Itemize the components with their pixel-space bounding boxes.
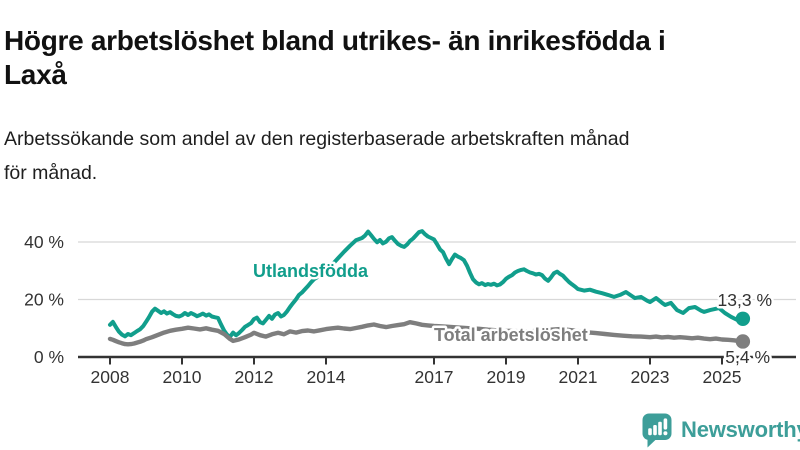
chart-subtitle: Arbetssökande som andel av den registerb… — [4, 122, 784, 190]
line-total-arbetsloshet — [107, 319, 746, 347]
page-title: Högre arbetslöshet bland utrikes- än inr… — [4, 24, 784, 92]
data-series-lines — [107, 229, 746, 347]
x-axis-tick-labels: 2008 2010 2012 2014 2017 2019 2021 2023 2025 — [91, 367, 742, 387]
page-title-line-1: Högre arbetslöshet bland utrikes- än inr… — [4, 24, 666, 56]
end-dot-total-arbetsloshet — [735, 334, 751, 349]
x-tick-label-2019: 2019 — [487, 367, 526, 387]
x-tick-label-2010: 2010 — [163, 367, 202, 387]
x-tick-label-2021: 2021 — [559, 367, 598, 387]
x-tick-label-2023: 2023 — [631, 367, 670, 387]
bar-small — [648, 427, 652, 435]
end-dot-utlandsfodda — [735, 311, 751, 326]
y-tick-label-40: 40 % — [24, 232, 64, 252]
end-value-label-total: 5,4 % — [725, 347, 770, 367]
line-utlandsfodda — [108, 229, 745, 339]
newsworthy-logo-text: Newsworthy — [681, 417, 800, 442]
y-tick-label-20: 20 % — [24, 290, 64, 310]
exclamation-bar — [663, 417, 668, 430]
end-value-label-utlandsfodda: 13,3 % — [718, 290, 772, 310]
x-tick-label-2017: 2017 — [415, 367, 454, 387]
exclamation-dot — [663, 430, 668, 435]
y-axis-labels: 0 % 20 % 40 % — [24, 232, 64, 367]
y-tick-label-0: 0 % — [34, 347, 64, 367]
bar-medium — [653, 424, 657, 435]
x-axis — [78, 355, 796, 365]
x-tick-label-2025: 2025 — [703, 367, 742, 387]
x-tick-label-2014: 2014 — [307, 367, 346, 387]
newsworthy-logo-icon — [642, 413, 672, 447]
x-tick-label-2012: 2012 — [235, 367, 274, 387]
x-tick-label-2008: 2008 — [91, 367, 130, 387]
unemployment-line-chart: 0 % 20 % 40 % 2008 2010 2012 2014 2017 2019 2021… — [24, 229, 796, 387]
gridlines — [78, 241, 796, 301]
newsworthy-brand: Newsworthy — [640, 410, 800, 450]
page-title-line-2: Laxå — [4, 58, 67, 90]
series-end-dots — [735, 311, 751, 349]
speech-bubble-tail — [647, 437, 658, 447]
series-label-utlandsfodda: Utlandsfödda — [253, 261, 369, 281]
chart-subtitle-line-2: för månad. — [4, 162, 98, 184]
chart-subtitle-line-1: Arbetssökande som andel av den registerb… — [4, 128, 630, 150]
series-label-total-arbetsloshet: Total arbetslöshet — [434, 325, 588, 345]
bar-tall — [658, 421, 662, 435]
